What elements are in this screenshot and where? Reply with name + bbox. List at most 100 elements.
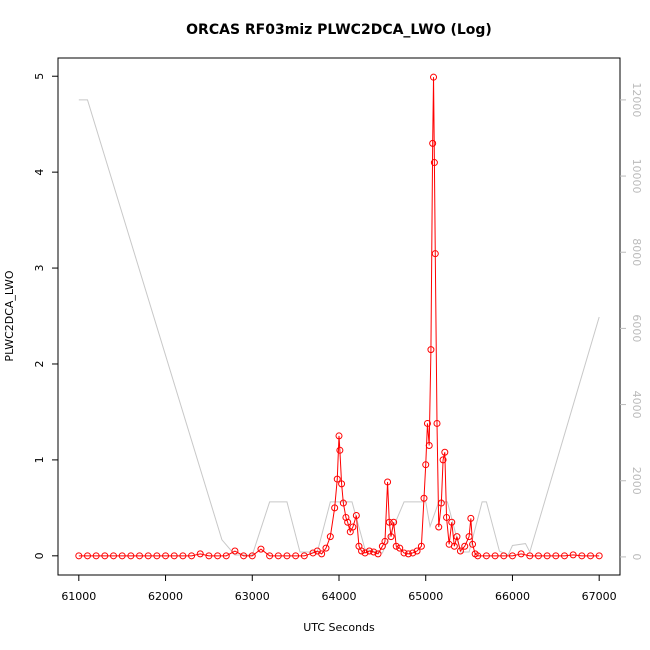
point [474,552,482,560]
point [422,461,430,469]
point [396,544,404,552]
y-tick-label: 3 [33,265,46,272]
y2-tick-label: 2000 [630,467,643,495]
point [560,552,568,560]
y-tick-label: 5 [33,73,46,80]
point [339,499,347,507]
point [467,514,475,522]
point [144,552,152,560]
point [344,518,352,526]
point [404,550,412,558]
point [205,552,213,560]
point [352,512,360,520]
point [196,550,204,558]
point [370,548,378,556]
point [266,552,274,560]
point [569,551,577,559]
point [188,552,196,560]
series-line [78,99,600,556]
y-axis-label: PLWC2DCA_LWO [3,270,16,361]
point [465,533,473,541]
point [309,549,317,557]
y2-tick-label: 10000 [630,159,643,194]
point [75,552,83,560]
point [136,552,144,560]
point [127,552,135,560]
point [441,448,449,456]
point [433,419,441,427]
point [431,250,439,258]
point [361,549,369,557]
point [292,552,300,560]
point [453,533,461,541]
point [331,504,339,512]
y-tick-label: 4 [33,169,46,176]
point [443,513,451,521]
point [450,542,458,550]
point [170,552,178,560]
point [118,552,126,560]
point [110,552,118,560]
x-tick-label: 62000 [148,590,183,603]
point [333,475,341,483]
point [439,456,447,464]
point [400,549,408,557]
point [283,552,291,560]
point [231,547,239,555]
point [543,552,551,560]
point [162,552,170,560]
point [240,552,248,560]
point [83,552,91,560]
point [349,523,357,531]
point [482,552,490,560]
point [430,159,438,167]
point [456,547,464,555]
series-line [78,77,600,557]
point [384,478,392,486]
chart-title: ORCAS RF03miz PLWC2DCA_LWO (Log) [186,22,492,38]
point [517,550,525,558]
point [153,552,161,560]
x-tick-label: 66000 [495,590,530,603]
x-tick-label: 63000 [235,590,270,603]
x-tick-label: 67000 [582,590,617,603]
point [257,545,265,553]
point [435,523,443,531]
x-tick-label: 61000 [61,590,96,603]
point [318,550,326,558]
x-tick-label: 64000 [322,590,357,603]
y2-tick-label: 6000 [630,314,643,342]
point [437,499,445,507]
point [423,419,431,427]
point [425,442,433,450]
point [409,549,417,557]
point [179,552,187,560]
point [92,552,100,560]
point [552,552,560,560]
point [365,547,373,555]
point [461,542,469,550]
point [322,544,330,552]
point [300,552,308,560]
point [413,547,421,555]
point [587,552,595,560]
x-tick-label: 65000 [408,590,443,603]
y-tick-label: 0 [33,552,46,559]
y2-tick-label: 12000 [630,82,643,117]
point [427,346,435,354]
point [387,533,395,541]
point [390,518,398,526]
point [491,552,499,560]
point [326,533,334,541]
point [578,552,586,560]
y-tick-label: 1 [33,456,46,463]
y2-tick-label: 8000 [630,238,643,266]
point [335,432,343,440]
point [338,480,346,488]
point [430,73,438,81]
point [101,552,109,560]
point [429,139,437,147]
point [214,552,222,560]
point [417,542,425,550]
